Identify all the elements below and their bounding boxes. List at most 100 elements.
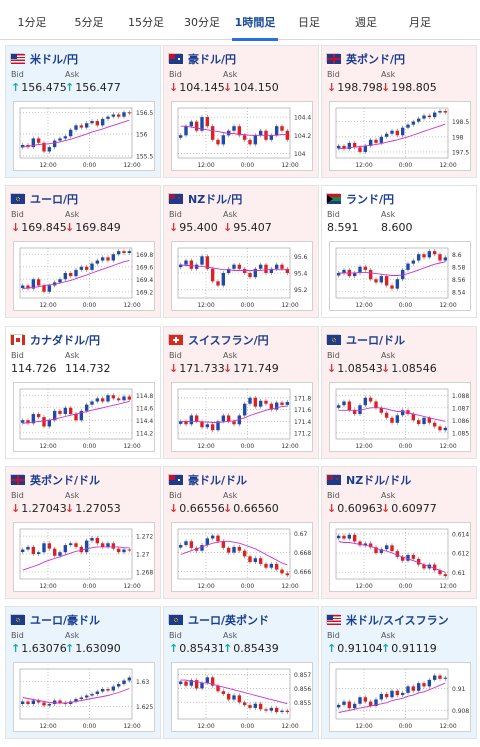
currency-panel[interactable]: NZドル/ドル Bid Ask ↓0.60963 ↓0.60977 0.614 0… — [321, 466, 477, 599]
pair-title[interactable]: 英ポンド/円 — [346, 53, 406, 66]
candle-down — [264, 264, 268, 273]
tab-1min[interactable]: 1分足 — [17, 16, 47, 29]
pair-title[interactable]: ランド/円 — [346, 193, 395, 206]
y-tick-label: 114.2 — [136, 430, 153, 437]
pair-title[interactable]: NZドル/ドル — [346, 474, 412, 487]
currency-panel[interactable]: 豪ドル/円 Bid Ask ↓104.145 ↓104.150 104.4 104… — [163, 45, 319, 178]
price-chart[interactable]: 169.8 169.6 169.4 169.2 12:00 0:00 12:00 — [13, 241, 155, 311]
price-chart[interactable]: 1.088 1.087 1.086 1.085 12:00 0:00 12:00 — [329, 382, 471, 452]
candle-down — [248, 556, 252, 563]
currency-panel[interactable]: ユーロ/豪ドル Bid Ask ↑1.63076 ↑1.63090 1.63 1.… — [5, 606, 161, 739]
pair-title[interactable]: ユーロ/円 — [30, 193, 79, 206]
currency-panel[interactable]: NZドル/円 Bid Ask ↓95.400 ↓95.407 95.6 95.4 9… — [163, 185, 319, 318]
bid-label: Bid — [327, 210, 340, 219]
pair-title[interactable]: カナダドル/円 — [30, 334, 101, 347]
down-arrow-icon: ↓ — [169, 502, 179, 515]
bid-label: Bid — [169, 491, 182, 500]
moving-average-line — [22, 260, 130, 290]
currency-panel[interactable]: 米ドル/円 Bid Ask ↑156.475 ↑156.477 156.5 156… — [5, 45, 161, 178]
nz-flag-icon — [326, 474, 341, 485]
currency-panel[interactable]: 英ポンド/ドル Bid Ask ↓1.27043 ↓1.27053 1.272 1… — [5, 466, 161, 599]
candle-down — [269, 403, 274, 410]
currency-panel[interactable]: ユーロ/ドル Bid Ask ↓1.08543 ↓1.08546 1.088 1.… — [321, 326, 477, 459]
candle-up — [200, 256, 204, 265]
candle-down — [221, 541, 226, 548]
candle-down — [280, 569, 284, 574]
tab-15min[interactable]: 15分足 — [128, 16, 164, 29]
candle-down — [226, 694, 231, 700]
currency-panel[interactable]: 豪ドル/ドル Bid Ask ↓0.66556 ↓0.66560 0.67 0.6… — [163, 466, 319, 599]
bid-value: ↓1.27043 — [11, 502, 67, 515]
price-chart[interactable]: 95.6 95.4 95.2 12:00 0:00 12:00 — [171, 241, 313, 311]
y-tick-label: 171.2 — [294, 431, 311, 438]
price-chart[interactable]: 1.63 1.625 12:00 0:00 12:00 — [13, 662, 155, 732]
price-chart[interactable]: 104.4 104.2 104 12:00 0:00 12:00 — [171, 101, 313, 171]
moving-average-line — [338, 541, 446, 573]
pair-title[interactable]: 豪ドル/ドル — [188, 474, 248, 487]
bid-label: Bid — [11, 351, 24, 360]
tab-1hour[interactable]: 1時間足 — [226, 0, 284, 41]
candle-down — [363, 697, 368, 702]
candle-down — [242, 135, 247, 140]
price-chart[interactable]: 0.91 0.908 12:00 0:00 12:00 — [329, 662, 471, 732]
currency-panel[interactable]: ユーロ/英ポンド Bid Ask ↑0.85431 ↑0.85439 0.857… — [163, 606, 319, 739]
candle-up — [216, 421, 220, 431]
candle-up — [127, 677, 132, 681]
ask-value: ↑0.85439 — [223, 642, 279, 655]
price-chart[interactable]: 1.272 1.27 1.268 12:00 0:00 12:00 — [13, 522, 155, 592]
candle-up — [31, 138, 36, 148]
chart-svg: 8.6 8.58 8.56 8.54 12:00 0:00 12:00 — [335, 247, 466, 309]
chart-svg: 0.67 0.668 0.666 12:00 0:00 12:00 — [177, 528, 311, 590]
pair-title[interactable]: ユーロ/豪ドル — [30, 614, 101, 627]
up-arrow-icon: ↑ — [65, 81, 75, 94]
plot-frame — [19, 247, 133, 299]
price-chart[interactable]: 0.67 0.668 0.666 12:00 0:00 12:00 — [171, 522, 313, 592]
candle-up — [248, 397, 252, 404]
pair-title[interactable]: ユーロ/英ポンド — [188, 614, 270, 627]
pair-title[interactable]: 米ドル/円 — [30, 53, 79, 66]
moving-average-line — [338, 407, 446, 422]
tab-5min[interactable]: 5分足 — [74, 16, 104, 29]
bid-value: 114.726 — [11, 362, 57, 375]
candle-down — [36, 138, 41, 143]
y-tick-label: 8.58 — [452, 264, 466, 271]
currency-panel[interactable]: ランド/円 Bid Ask 8.591 8.600 8.6 8.58 8.56 8.5… — [321, 185, 477, 318]
tab-monthly[interactable]: 月足 — [409, 16, 431, 29]
pair-title[interactable]: 豪ドル/円 — [188, 53, 237, 66]
tab-weekly[interactable]: 週足 — [355, 16, 377, 29]
candle-up — [269, 268, 274, 273]
price-chart[interactable]: 8.6 8.58 8.56 8.54 12:00 0:00 12:00 — [329, 241, 471, 311]
moving-average-line — [180, 264, 288, 271]
price-chart[interactable]: 198.5 198 197.5 12:00 0:00 12:00 — [329, 101, 471, 171]
price-chart[interactable]: 114.8 114.6 114.4 114.2 12:00 0:00 12:00 — [13, 382, 155, 452]
plot-frame — [19, 107, 133, 159]
pair-title[interactable]: 英ポンド/ドル — [30, 474, 101, 487]
price-chart[interactable]: 0.614 0.612 0.61 12:00 0:00 12:00 — [329, 522, 471, 592]
down-arrow-icon: ↓ — [327, 502, 337, 515]
candle-down — [100, 398, 105, 402]
currency-panel[interactable]: 英ポンド/円 Bid Ask ↓198.798 ↓198.805 198.5 19… — [321, 45, 477, 178]
x-tick-label: 12:00 — [39, 162, 56, 169]
currency-panel[interactable]: 米ドル/スイスフラン Bid Ask ↑0.91104 ↑0.91119 0.9… — [321, 606, 477, 739]
pair-title[interactable]: NZドル/円 — [188, 193, 243, 206]
price-chart[interactable]: 171.8 171.6 171.4 171.2 12:00 0:00 12:00 — [171, 382, 313, 452]
ask-label: Ask — [381, 70, 396, 79]
plot-frame — [177, 107, 291, 159]
pair-title[interactable]: ユーロ/ドル — [346, 334, 406, 347]
currency-panel[interactable]: スイスフラン/円 Bid Ask ↓171.733 ↓171.749 171.8… — [163, 326, 319, 459]
ca-flag-icon — [10, 334, 25, 345]
tab-daily[interactable]: 日足 — [298, 16, 320, 29]
candle-down — [111, 395, 116, 399]
candle-up — [274, 126, 279, 136]
candle-up — [253, 703, 258, 708]
price-chart[interactable]: 156.5 156 155.5 12:00 0:00 12:00 — [13, 101, 155, 171]
tab-30min[interactable]: 30分足 — [184, 16, 220, 29]
currency-panel[interactable]: カナダドル/円 Bid Ask 114.726 114.732 114.8 114… — [5, 326, 161, 459]
pair-title[interactable]: スイスフラン/円 — [188, 334, 269, 347]
bid-label: Bid — [169, 70, 182, 79]
pair-title[interactable]: 米ドル/スイスフラン — [346, 614, 449, 627]
candle-up — [58, 138, 62, 141]
candle-up — [68, 543, 73, 546]
price-chart[interactable]: 0.857 0.856 0.855 12:00 0:00 12:00 — [171, 662, 313, 732]
currency-panel[interactable]: ユーロ/円 Bid Ask ↓169.845 ↓169.849 169.8 169… — [5, 185, 161, 318]
